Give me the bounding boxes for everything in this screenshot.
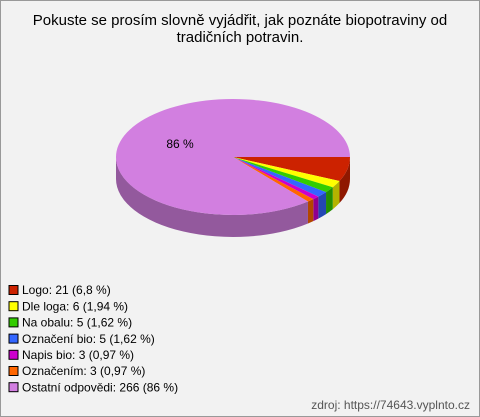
legend-label: Označením: 3 (0,97 %) — [22, 364, 145, 378]
slice-side — [326, 187, 333, 215]
legend-swatch — [8, 349, 19, 360]
slice-side — [318, 192, 327, 219]
slice — [233, 157, 340, 188]
slice — [116, 99, 350, 216]
legend-swatch — [8, 317, 19, 328]
slice-side — [313, 196, 319, 222]
slice — [233, 157, 350, 182]
legend-label: Na obalu: 5 (1,62 %) — [22, 316, 132, 330]
slice-side — [116, 157, 308, 237]
source: zdroj: https://74643.vyplnto.cz — [311, 398, 470, 412]
legend-label: Logo: 21 (6,8 %) — [22, 283, 111, 297]
slice — [233, 157, 333, 193]
slice — [233, 157, 319, 200]
slice-side — [339, 157, 350, 204]
legend-label: Ostatní odpovědi: 266 (86 %) — [22, 380, 178, 394]
legend-label: Označení bio: 5 (1,62 %) — [22, 332, 155, 346]
legend-label: Dle loga: 6 (1,94 %) — [22, 299, 128, 313]
legend-swatch — [8, 382, 19, 393]
slice — [233, 157, 314, 202]
slice-side — [332, 181, 340, 210]
legend-swatch — [8, 366, 19, 376]
chart-title: Pokuste se prosím slovně vyjádřit, jak p… — [32, 12, 448, 46]
legend-swatch — [8, 333, 19, 344]
legend-swatch — [8, 301, 19, 312]
legend-swatch — [8, 285, 19, 295]
slice — [233, 157, 327, 197]
legend-label: Napis bio: 3 (0,97 %) — [22, 348, 134, 362]
slice-side — [307, 199, 314, 224]
data-label: 86 % — [166, 137, 194, 151]
